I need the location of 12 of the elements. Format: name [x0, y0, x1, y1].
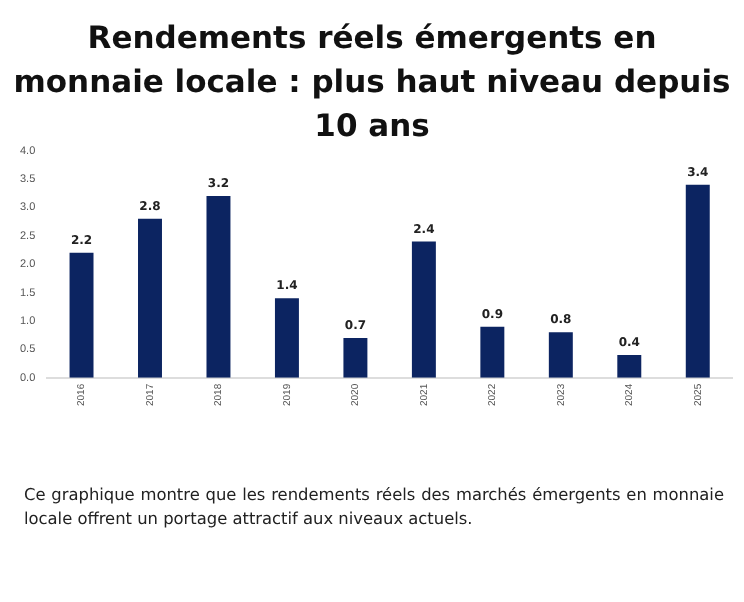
bar	[411, 241, 436, 378]
bar	[206, 196, 231, 378]
bar	[480, 326, 505, 378]
bar	[274, 298, 299, 378]
text: Ce graphique montre que les rendements réels des marchés émergents en monnaie locale offrent un portage attractif aux niveaux actuels.	[24, 482, 724, 530]
bar	[69, 252, 94, 378]
bar	[138, 218, 162, 378]
bar	[343, 338, 368, 378]
chart-title: Rendements réels émergents en monnaie locale : plus haut niveau depuis 10 ans	[12, 18, 732, 146]
bar	[548, 332, 573, 378]
bar	[617, 355, 642, 378]
bar	[685, 184, 710, 378]
